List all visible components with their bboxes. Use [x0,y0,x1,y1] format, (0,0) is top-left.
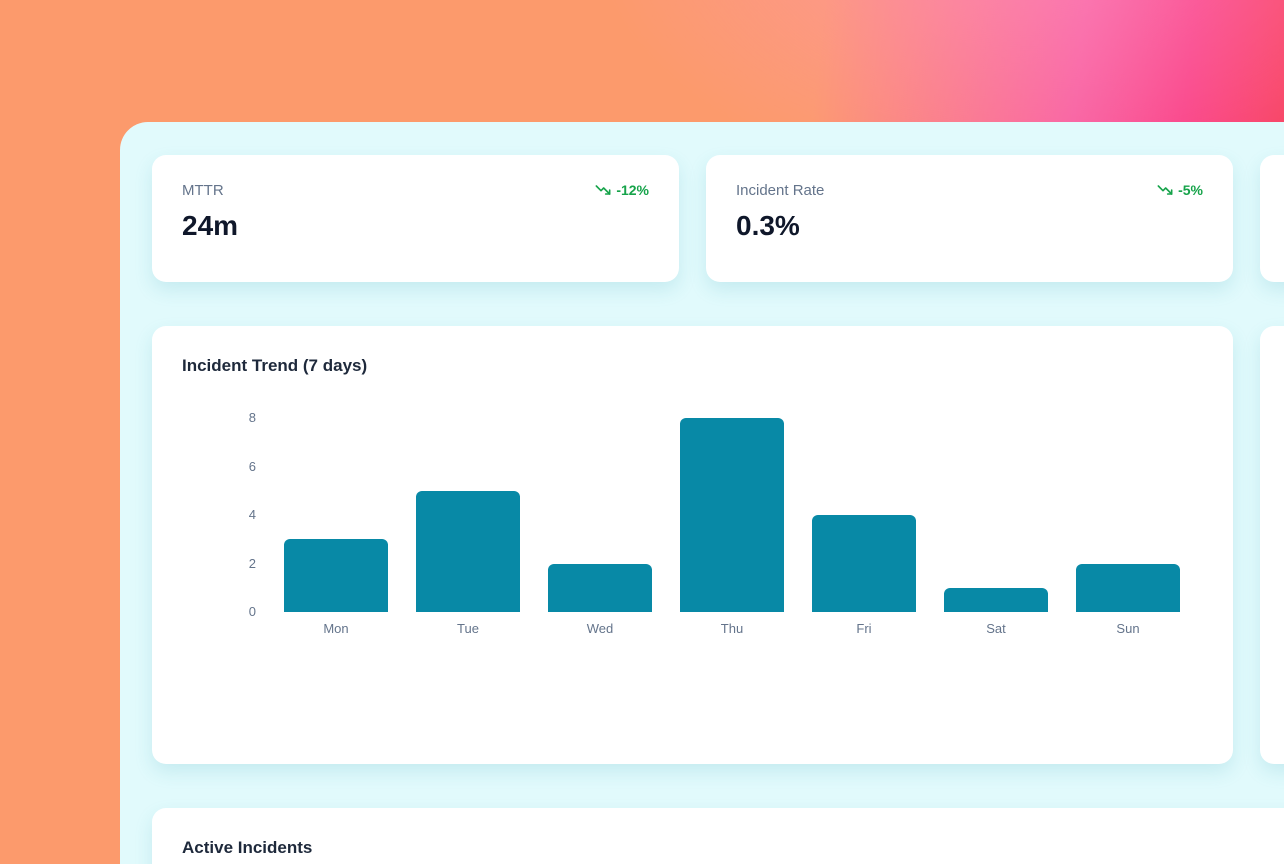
trend-value: -12% [616,182,649,198]
bar-sat [944,587,1048,612]
bar-column [534,418,666,612]
bar-tue [416,490,520,612]
bar-column [1062,418,1194,612]
chart-card-partial [1260,326,1284,764]
x-axis-label: Thu [720,621,744,636]
x-axis-label: Tue [457,621,479,636]
chart-title: Incident Trend (7 days) [182,356,368,375]
bar-column [930,418,1062,612]
plot-area [270,418,1194,612]
x-axis: Mon Tue Wed Thu Fri Sat Sun [270,621,1203,637]
trend-badge: -12% [595,181,649,199]
bar-column [402,418,534,612]
bar-thu [680,418,784,612]
active-incidents-title: Active Incidents [182,838,313,857]
y-axis: 0 2 4 6 8 [182,411,270,619]
y-axis-tick: 2 [248,555,256,571]
bar-wed [548,563,652,612]
y-axis-tick: 6 [248,458,256,474]
trending-down-icon [595,182,611,198]
trending-down-icon [1157,182,1173,198]
x-axis-label: Fri [856,621,872,636]
active-incidents-card: Active Incidents [152,808,1284,864]
bar-sun [1076,563,1180,612]
y-axis-tick: 8 [248,410,256,425]
x-axis-label: Wed [586,621,614,636]
x-axis-label: Mon [323,621,349,636]
x-axis-label: Sun [1116,621,1140,636]
kpi-value: 24m [182,210,239,241]
bar-fri [812,515,916,612]
dashboard-grid: MTTR -12% 24m Incident Rate [152,155,1284,864]
kpi-card-header: Incident Rate -5% [736,181,1203,201]
kpi-card-incident-rate: Incident Rate -5% 0.3% [706,155,1233,282]
kpi-card-header: MTTR -12% [182,181,649,201]
y-axis-tick: 4 [248,507,256,522]
kpi-card-partial [1260,155,1284,282]
trend-value: -5% [1178,182,1203,198]
kpi-label: Incident Rate [736,182,825,199]
trend-badge: -5% [1157,181,1203,199]
bar-column [798,418,930,612]
incident-trend-chart-card: Incident Trend (7 days) 0 2 4 6 8 Mon Tue Wed T… [152,326,1233,764]
bar-mon [284,539,388,612]
bar-chart: 0 2 4 6 8 [182,411,1203,619]
kpi-label: MTTR [182,182,224,199]
bar-column [270,418,402,612]
y-axis-tick: 0 [248,604,256,619]
kpi-card-mttr: MTTR -12% 24m [152,155,679,282]
x-axis-label: Sat [986,621,1006,636]
bar-column [666,418,798,612]
dashboard-panel: MTTR -12% 24m Incident Rate [120,122,1284,864]
kpi-value: 0.3% [736,210,800,241]
